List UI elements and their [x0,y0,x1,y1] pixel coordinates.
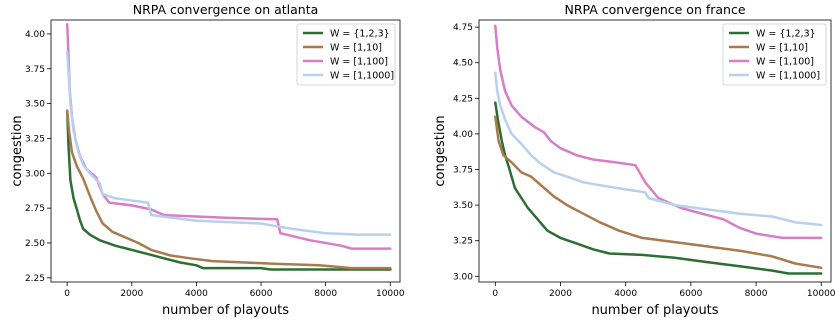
x-tick-label: 8000 [314,289,337,299]
chart-title: NRPA convergence on atlanta [133,2,319,17]
x-tick-label: 0 [64,289,70,299]
legend-label: W = [1,10] [756,43,808,54]
y-tick-label: 3.75 [453,166,473,176]
y-tick-label: 4.00 [25,30,45,40]
x-tick-label: 2000 [549,289,572,299]
y-tick-label: 4.50 [453,59,473,69]
y-tick-label: 3.75 [25,65,45,75]
legend-label: W = [1,1000] [330,71,394,82]
legend-label: W = {1,2,3} [330,29,390,40]
x-tick-label: 10000 [376,289,405,299]
x-tick-label: 8000 [745,289,768,299]
x-axis-label: number of playouts [162,303,289,318]
plot-lines [65,22,392,271]
y-tick-label: 2.50 [25,239,45,249]
y-tick-label: 3.25 [453,237,473,247]
y-axis-label: congestion [10,115,25,186]
legend-label: W = [1,10] [330,43,382,54]
plot-lines [494,24,823,275]
y-tick-label: 4.00 [453,130,473,140]
series-line [494,101,823,275]
y-tick-label: 3.25 [25,134,45,144]
y-tick-label: 3.00 [25,169,45,179]
legend-label: W = [1,1000] [756,71,820,82]
series-line [494,115,823,270]
series-line [65,109,392,270]
legend: W = {1,2,3} W = [1,10] W = [1,100] W = [… [296,23,396,86]
x-tick-label: 4000 [614,289,637,299]
x-ticks: 0 2000 4000 6000 8000 10000 [492,282,835,299]
x-tick-label: 4000 [185,289,208,299]
legend-box [722,23,827,86]
x-tick-label: 2000 [120,289,143,299]
plot-frame [478,19,832,283]
series-line [65,109,392,271]
y-ticks: 2.25 2.50 2.75 3.00 3.25 3.50 3.75 4.00 [25,30,51,284]
y-axis-label: congestion [433,115,448,186]
series-line [494,24,823,240]
y-tick-label: 3.00 [453,272,473,282]
chart-title: NRPA convergence on france [564,2,745,17]
y-tick-label: 4.25 [453,94,473,104]
y-tick-label: 4.75 [453,23,473,33]
y-tick-label: 3.50 [453,201,473,211]
chart-france: NRPA convergence on france congestion nu… [433,2,835,318]
y-tick-label: 2.25 [25,274,45,284]
legend-label: W = [1,100] [330,57,388,68]
plot-frame [50,19,401,283]
legend-label: W = {1,2,3} [756,29,816,40]
x-tick-label: 6000 [679,289,702,299]
legend-box [296,23,396,86]
x-tick-label: 6000 [250,289,273,299]
y-ticks: 3.00 3.25 3.50 3.75 4.00 4.25 4.50 4.75 [453,23,479,282]
x-tick-label: 0 [492,289,498,299]
legend-label: W = [1,100] [756,57,814,68]
y-tick-label: 3.50 [25,100,45,110]
series-line [65,50,392,236]
series-line [494,71,823,227]
x-axis-label: number of playouts [591,303,718,318]
x-ticks: 0 2000 4000 6000 8000 10000 [64,282,405,299]
y-tick-label: 2.75 [25,204,45,214]
legend: W = {1,2,3} W = [1,10] W = [1,100] W = [… [722,23,827,86]
chart-atlanta: NRPA convergence on atlanta congestion n… [10,2,405,318]
x-tick-label: 10000 [807,289,835,299]
